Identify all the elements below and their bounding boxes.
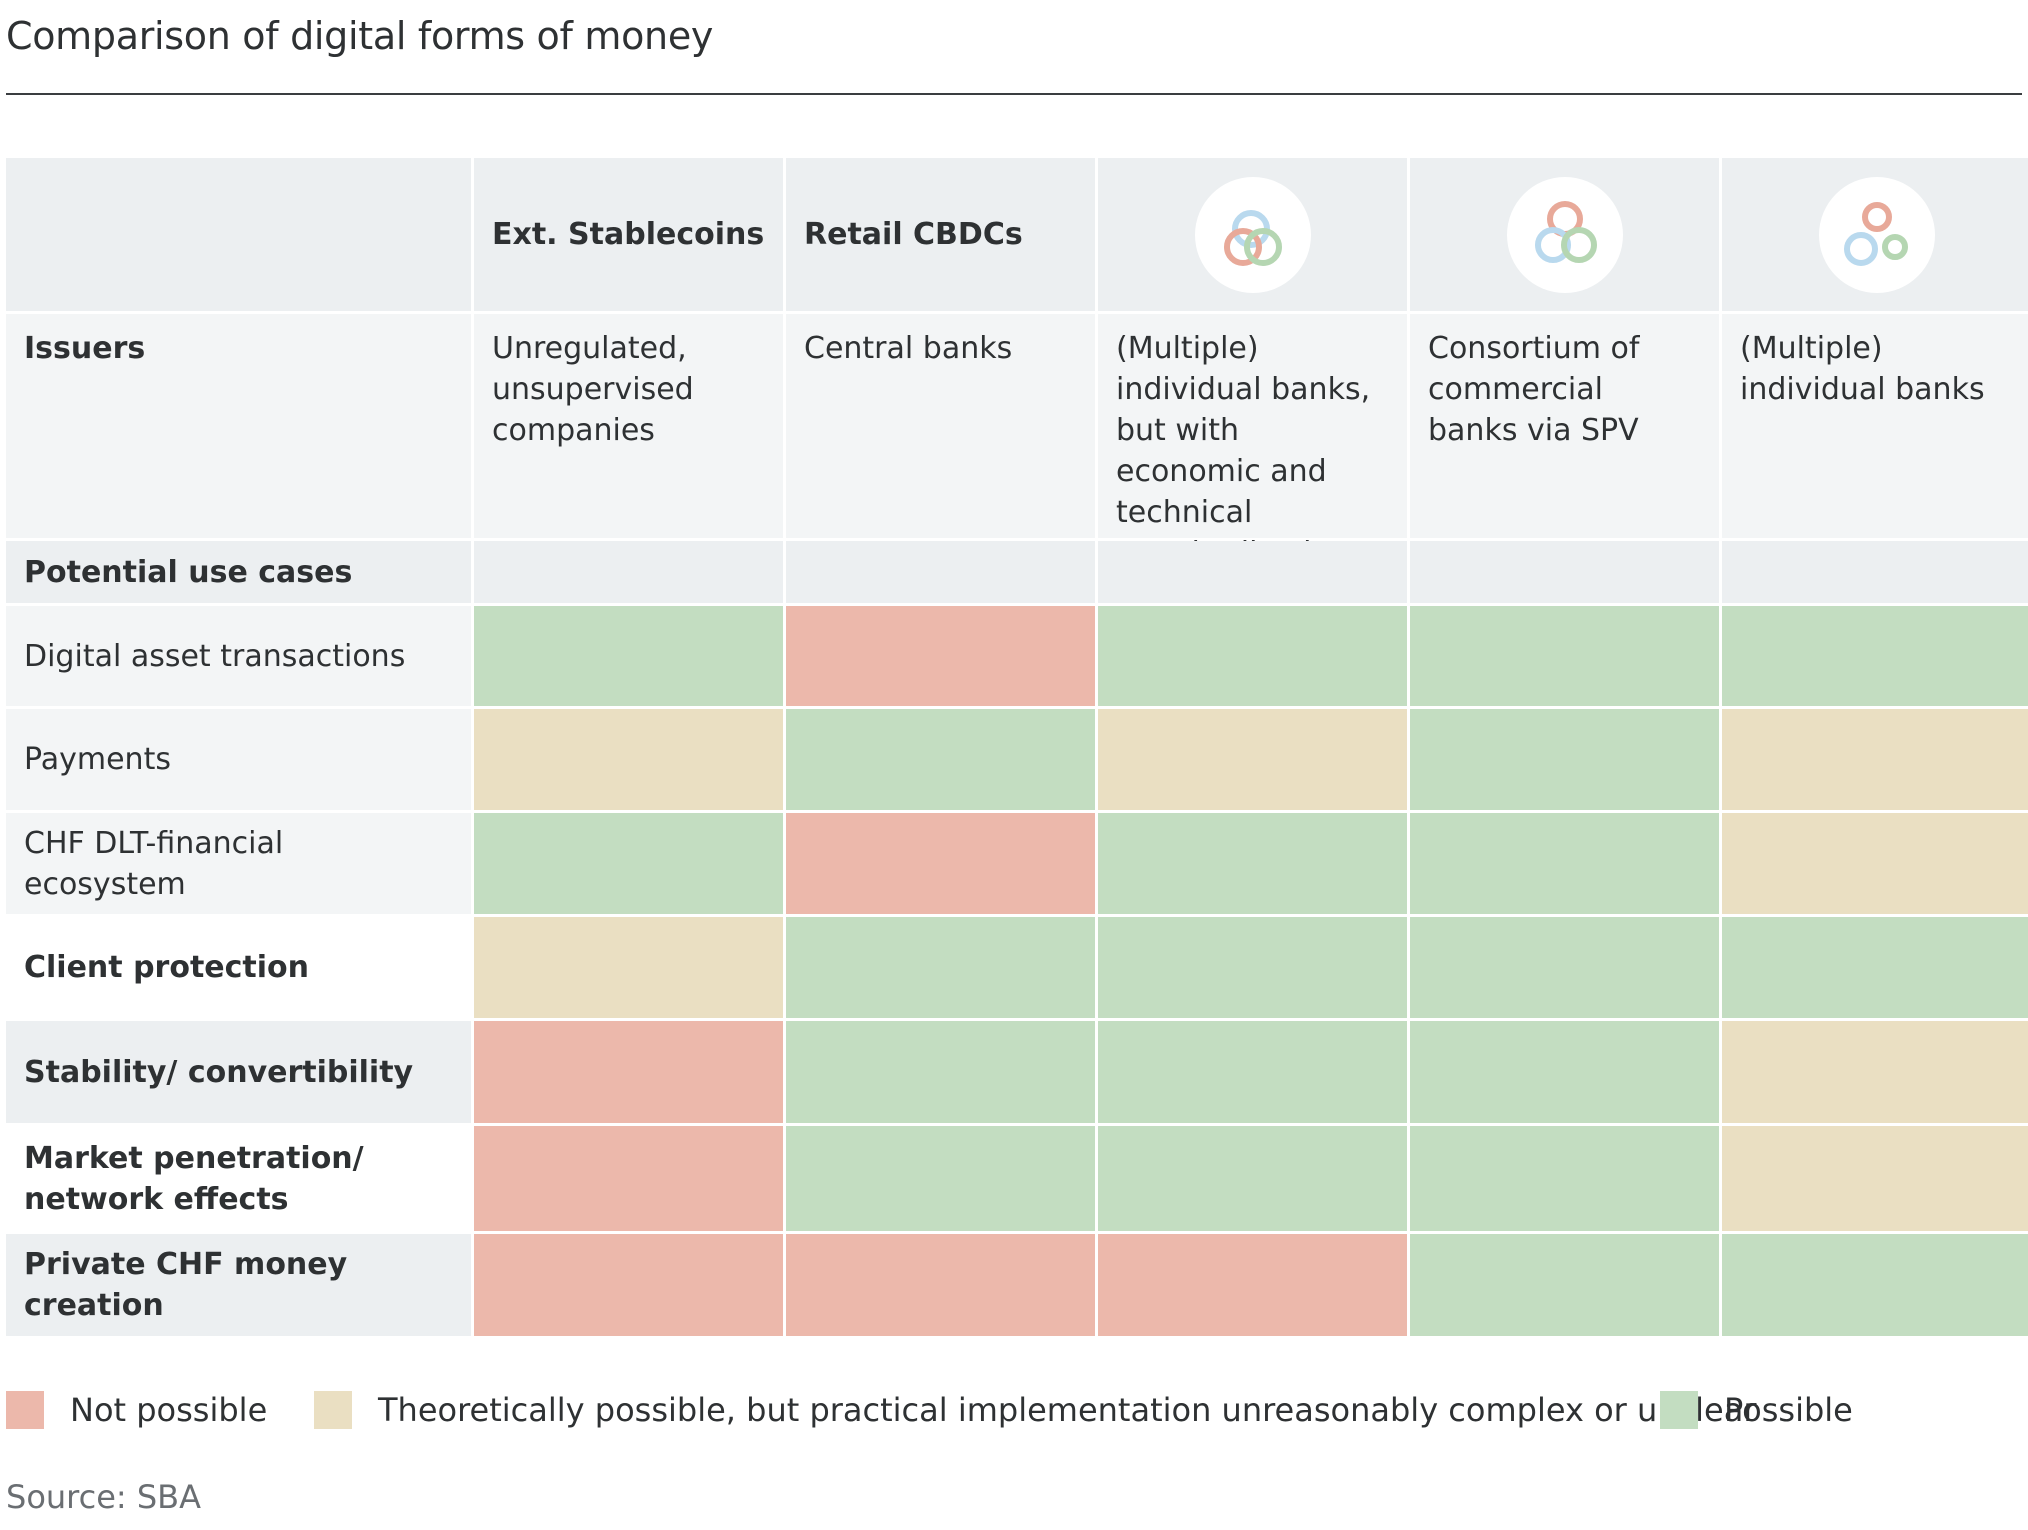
status-cell-possible (1098, 1021, 1407, 1123)
status-cell-not-possible (474, 1126, 783, 1231)
legend: Not possible Theoretically possible, but … (6, 1385, 2022, 1435)
row-label: Payments (6, 709, 471, 810)
overlapping-rings-icon (1194, 176, 1311, 293)
issuer-cell: Consortium of commercial banks via SPV (1410, 314, 1719, 538)
legend-swatch-theoretical (314, 1391, 352, 1429)
legend-item: Theoretically possible, but practical im… (314, 1385, 1756, 1435)
status-cell-not-possible (786, 606, 1095, 706)
row-label: Client protection (6, 917, 471, 1018)
chart-title: Comparison of digital forms of money (6, 14, 714, 58)
status-cell-possible (474, 606, 783, 706)
status-cell-possible (1410, 606, 1719, 706)
status-cell-possible (786, 709, 1095, 810)
status-cell-not-possible (1098, 1234, 1407, 1336)
status-cell-possible (786, 1126, 1095, 1231)
issuer-cell: (Multiple) individual banks, but with ec… (1098, 314, 1407, 571)
status-cell-theoretical (1098, 709, 1407, 810)
row-label: Private CHF money creation (6, 1234, 471, 1336)
status-cell-theoretical (474, 917, 783, 1018)
use-cases-spacer (1098, 541, 1407, 603)
column-header (1098, 158, 1407, 311)
status-cell-possible (1098, 917, 1407, 1018)
status-cell-possible (1410, 1021, 1719, 1123)
use-cases-spacer (474, 541, 783, 603)
status-cell-possible (1410, 813, 1719, 914)
title-divider (6, 93, 2022, 95)
comparison-table: Ext. Stablecoins Retail CBDCs Issuers Unreg… (6, 158, 2028, 1336)
column-header: Retail CBDCs (786, 158, 1095, 311)
legend-item: Not possible (6, 1385, 267, 1435)
status-cell-possible (786, 1021, 1095, 1123)
status-cell-possible (1098, 813, 1407, 914)
status-cell-not-possible (786, 1234, 1095, 1336)
status-cell-possible (1098, 606, 1407, 706)
status-cell-possible (1722, 1234, 2028, 1336)
status-cell-theoretical (474, 709, 783, 810)
issuer-cell: Central banks (786, 314, 1095, 538)
issuer-cell: Unregulated, unsupervised companies (474, 314, 783, 538)
ring (1243, 227, 1282, 266)
status-cell-possible (474, 813, 783, 914)
row-label: Market penetration/ network effects (6, 1126, 471, 1231)
status-cell-possible (1098, 1126, 1407, 1231)
legend-label: Not possible (70, 1391, 268, 1429)
ring (1534, 226, 1571, 263)
column-header (1410, 158, 1719, 311)
issuer-cell: (Multiple) individual banks (1722, 314, 2028, 538)
separate-rings-icon (1818, 176, 1935, 293)
row-label: Stability/ convertibility (6, 1021, 471, 1123)
row-label: Digital asset transactions (6, 606, 471, 706)
column-header: Ext. Stablecoins (474, 158, 783, 311)
status-cell-possible (786, 917, 1095, 1018)
row-label: CHF DLT-financial ecosystem (6, 813, 471, 914)
source-note: Source: SBA (6, 1478, 202, 1516)
linked-rings-icon (1506, 176, 1623, 293)
status-cell-possible (1410, 709, 1719, 810)
use-cases-spacer (1410, 541, 1719, 603)
ring (1843, 231, 1878, 266)
use-cases-spacer (1722, 541, 2028, 603)
status-cell-not-possible (474, 1234, 783, 1336)
use-cases-spacer (786, 541, 1095, 603)
status-cell-not-possible (474, 1021, 783, 1123)
ring (1560, 226, 1597, 263)
legend-label: Possible (1724, 1391, 1853, 1429)
status-cell-theoretical (1722, 709, 2028, 810)
status-cell-theoretical (1722, 813, 2028, 914)
status-cell-possible (1410, 1126, 1719, 1231)
separate-rings-icon-graphic (1843, 201, 1908, 266)
status-cell-possible (1722, 606, 2028, 706)
overlapping-rings-icon-graphic (1223, 209, 1282, 266)
header-corner (6, 158, 471, 311)
ring (1223, 227, 1262, 266)
status-cell-not-possible (786, 813, 1095, 914)
issuers-label: Issuers (6, 314, 471, 538)
ring (1861, 201, 1892, 232)
column-header-label: Retail CBDCs (804, 217, 1023, 252)
column-header-label: Ext. Stablecoins (492, 217, 765, 252)
column-header (1722, 158, 2028, 311)
status-cell-theoretical (1722, 1126, 2028, 1231)
legend-item: Possible (1660, 1385, 1853, 1435)
legend-label: Theoretically possible, but practical im… (378, 1391, 1757, 1429)
legend-swatch-not-possible (6, 1391, 44, 1429)
status-cell-theoretical (1722, 1021, 2028, 1123)
status-cell-possible (1410, 1234, 1719, 1336)
use-cases-label: Potential use cases (6, 541, 471, 603)
status-cell-possible (1722, 917, 2028, 1018)
legend-swatch-possible (1660, 1391, 1698, 1429)
status-cell-possible (1410, 917, 1719, 1018)
ring (1881, 233, 1908, 260)
linked-rings-icon-graphic (1534, 200, 1597, 263)
